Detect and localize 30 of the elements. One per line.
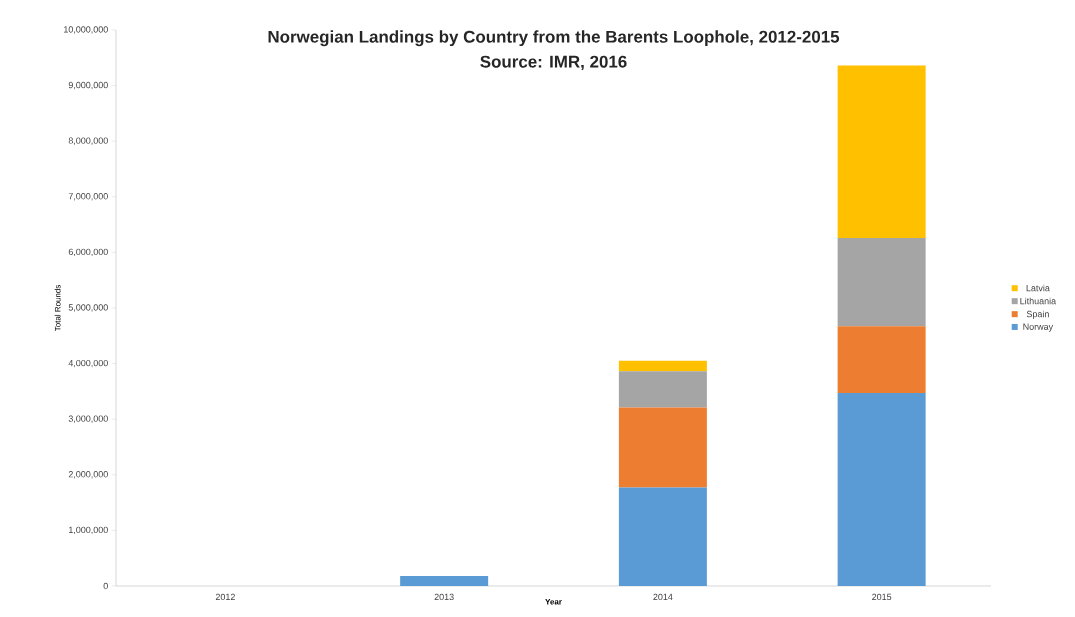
x-tick-label: 2013 xyxy=(434,593,454,601)
legend-label: Spain xyxy=(1026,310,1049,319)
bar xyxy=(837,326,926,394)
bar xyxy=(837,393,926,586)
y-tick-label: 4,000,000 xyxy=(68,359,108,368)
x-tick-label: 2012 xyxy=(215,593,235,601)
y-tick-label: 7,000,000 xyxy=(68,193,108,201)
y-tick-label: 0 xyxy=(103,582,108,590)
bar xyxy=(618,487,707,586)
y-tick-label: 3,000,000 xyxy=(68,415,108,423)
bar xyxy=(400,575,489,586)
y-tick-label: 5,000,000 xyxy=(68,304,108,312)
y-tick-label: 1,000,000 xyxy=(69,526,108,535)
bar xyxy=(618,407,707,488)
x-tick-label: 2015 xyxy=(872,593,892,601)
legend-label: Norway xyxy=(1023,323,1054,332)
bar xyxy=(837,65,926,238)
bar xyxy=(618,360,707,372)
text: Source: IMR, 2016 xyxy=(480,55,627,71)
x-tick-label: 2014 xyxy=(653,593,673,601)
bar xyxy=(618,371,707,408)
y-tick-label: 8,000,000 xyxy=(68,137,108,145)
legend-label: Lithuania xyxy=(1020,297,1057,305)
bar xyxy=(837,237,926,327)
y-tick-label: 2,000,000 xyxy=(68,471,108,479)
legend-label: Latvia xyxy=(1026,284,1050,292)
y-tick-label: 9,000,000 xyxy=(68,81,108,90)
chart-title: Norwegian Landings by Country from the Barents Loophole, 2012-2015 xyxy=(268,30,840,47)
y-tick-label: 6,000,000 xyxy=(68,248,108,257)
y-tick-label: 10,000,000 xyxy=(64,26,108,34)
